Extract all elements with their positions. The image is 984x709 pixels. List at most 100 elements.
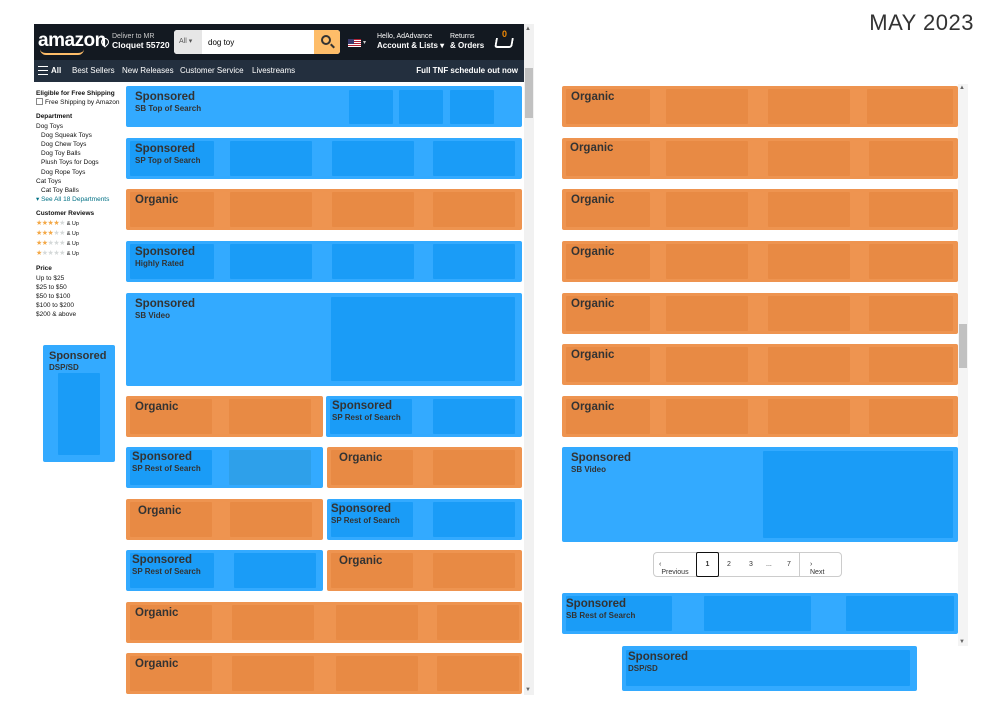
filter-price-100-200[interactable]: $100 to $200: [36, 302, 74, 310]
video-player[interactable]: [331, 297, 515, 381]
video-player[interactable]: [763, 451, 953, 538]
all-menu-link[interactable]: All: [51, 66, 62, 75]
results-scrollbar-right[interactable]: ▲ ▼: [958, 84, 968, 646]
filter-price-under-25[interactable]: Up to $25: [36, 274, 65, 282]
placement-dsp-sd-bottom[interactable]: Sponsored DSP/SD: [622, 646, 917, 691]
sub-nav: All Best Sellers New Releases Customer S…: [34, 60, 524, 82]
placement-sp-rest-of-search[interactable]: Sponsored SP Rest of Search: [326, 396, 522, 437]
placement-label: SP Rest of Search: [132, 464, 201, 473]
scroll-up-icon[interactable]: ▲: [525, 26, 531, 32]
placement-label: SP Rest of Search: [132, 567, 201, 576]
account-menu[interactable]: Hello, AdAdvance Account & Lists ▾: [377, 33, 445, 50]
results-scrollbar[interactable]: ▲ ▼: [524, 24, 534, 695]
filter-price-200-above[interactable]: $200 & above: [36, 311, 77, 319]
page-current[interactable]: 1: [696, 552, 719, 577]
placement-type: Organic: [571, 349, 615, 361]
organic-row[interactable]: Organic: [562, 241, 958, 282]
placement-sp-top-of-search[interactable]: Sponsored SP Top of Search: [126, 138, 522, 179]
search-input[interactable]: [204, 30, 314, 54]
filter-price-50-100[interactable]: $50 to $100: [36, 293, 71, 301]
organic-half[interactable]: Organic: [126, 396, 323, 437]
nav-best-sellers[interactable]: Best Sellers: [72, 66, 115, 75]
page-link-2[interactable]: 2: [727, 561, 731, 568]
placement-sp-rest-of-search[interactable]: Sponsored SP Rest of Search: [126, 550, 323, 591]
placement-sb-video[interactable]: Sponsored SB Video: [562, 447, 958, 542]
organic-row[interactable]: Organic: [126, 189, 522, 230]
page-link-7[interactable]: 7: [787, 561, 791, 568]
placement-label: SB Video: [135, 311, 170, 320]
star-rating-icon: ★★★★★: [36, 250, 65, 258]
next-page-link[interactable]: Next ›: [810, 561, 825, 576]
organic-row[interactable]: Organic: [562, 344, 958, 385]
filter-dog-squeak-toys[interactable]: Dog Squeak Toys: [41, 131, 92, 139]
search-category-select[interactable]: All ▾: [174, 30, 202, 54]
filter-2-stars[interactable]: ★★★★★ & Up: [36, 240, 79, 248]
filter-plush-toys[interactable]: Plush Toys for Dogs: [41, 159, 99, 167]
organic-row[interactable]: Organic: [126, 653, 522, 694]
organic-row[interactable]: Organic: [562, 396, 958, 437]
top-nav: amazon Deliver to MR Cloquet 55720 All ▾…: [34, 24, 524, 60]
organic-row[interactable]: Organic: [562, 86, 958, 127]
filter-1-star[interactable]: ★★★★★ & Up: [36, 250, 79, 258]
nav-livestreams[interactable]: Livestreams: [252, 66, 296, 75]
see-all-departments-link[interactable]: ▾ See All 18 Departments: [36, 196, 110, 204]
filter-3-stars[interactable]: ★★★★★ & Up: [36, 229, 79, 237]
organic-half[interactable]: Organic: [327, 447, 522, 488]
filter-dog-toys[interactable]: Dog Toys: [36, 122, 63, 130]
placement-type: Sponsored: [135, 91, 196, 103]
search-bar: All ▾: [174, 30, 340, 54]
star-rating-icon: ★★★★★: [36, 240, 65, 248]
search-button[interactable]: [314, 30, 340, 54]
filter-dog-chew-toys[interactable]: Dog Chew Toys: [41, 141, 87, 149]
placement-type: Organic: [571, 298, 615, 310]
scroll-down-icon[interactable]: ▼: [525, 687, 531, 693]
free-shipping-checkbox[interactable]: [36, 98, 43, 106]
scrollbar-thumb[interactable]: [525, 68, 533, 118]
organic-row[interactable]: Organic: [562, 189, 958, 230]
filter-price-25-50[interactable]: $25 to $50: [36, 283, 67, 291]
placement-sp-rest-of-search[interactable]: Sponsored SP Rest of Search: [327, 499, 522, 540]
hamburger-menu-icon[interactable]: [38, 66, 48, 75]
filter-4-stars[interactable]: ★★★★★ & Up: [36, 219, 79, 227]
free-shipping-option[interactable]: Free Shipping by Amazon: [36, 98, 122, 107]
filter-dog-rope-toys[interactable]: Dog Rope Toys: [41, 168, 86, 176]
scroll-up-icon[interactable]: ▲: [959, 85, 965, 91]
placement-dsp-sd-left[interactable]: Sponsored DSP/SD: [43, 345, 115, 462]
cart-button[interactable]: 0: [492, 29, 520, 56]
amazon-logo[interactable]: amazon: [38, 30, 106, 51]
scroll-down-icon[interactable]: ▼: [959, 639, 965, 645]
placement-sp-rest-of-search[interactable]: Sponsored SP Rest of Search: [126, 447, 323, 488]
organic-half[interactable]: Organic: [126, 499, 323, 540]
organic-row[interactable]: Organic: [562, 138, 958, 179]
deliver-to-label: Deliver to MR: [112, 33, 155, 40]
us-flag-icon[interactable]: [348, 39, 361, 47]
filter-cat-toys[interactable]: Cat Toys: [36, 177, 62, 185]
placement-type: Organic: [571, 401, 615, 413]
placement-sp-highly-rated[interactable]: Sponsored Highly Rated: [126, 241, 522, 282]
organic-half[interactable]: Organic: [327, 550, 522, 591]
placement-label: SP Rest of Search: [331, 516, 400, 525]
placement-type: Sponsored: [331, 503, 392, 515]
scrollbar-thumb[interactable]: [959, 324, 967, 368]
deliver-to[interactable]: Deliver to MR Cloquet 55720: [112, 32, 170, 50]
placement-sb-rest-of-search[interactable]: Sponsored SB Rest of Search: [562, 593, 958, 634]
nav-promo-link[interactable]: Full TNF schedule out now: [416, 66, 518, 75]
reviews-heading: Customer Reviews: [36, 210, 95, 218]
nav-new-releases[interactable]: New Releases: [122, 66, 174, 75]
placement-sb-top-of-search[interactable]: Sponsored SB Top of Search: [126, 86, 522, 127]
organic-row[interactable]: Organic: [126, 602, 522, 643]
placement-type: Sponsored: [135, 143, 196, 155]
returns-orders[interactable]: Returns & Orders: [450, 32, 484, 50]
placement-type: Sponsored: [135, 298, 196, 310]
placement-label: SB Video: [571, 465, 606, 474]
placement-label: SP Top of Search: [135, 156, 201, 165]
placement-sb-video[interactable]: Sponsored SB Video: [126, 293, 522, 386]
placement-label: SB Rest of Search: [566, 611, 636, 620]
cart-icon: [494, 38, 514, 48]
filter-dog-toy-balls[interactable]: Dog Toy Balls: [41, 150, 81, 158]
previous-page-link[interactable]: ‹ Previous: [659, 561, 689, 576]
filter-cat-toy-balls[interactable]: Cat Toy Balls: [41, 187, 79, 195]
page-link-3[interactable]: 3: [749, 561, 753, 568]
organic-row[interactable]: Organic: [562, 293, 958, 334]
nav-customer-service[interactable]: Customer Service: [180, 66, 244, 75]
